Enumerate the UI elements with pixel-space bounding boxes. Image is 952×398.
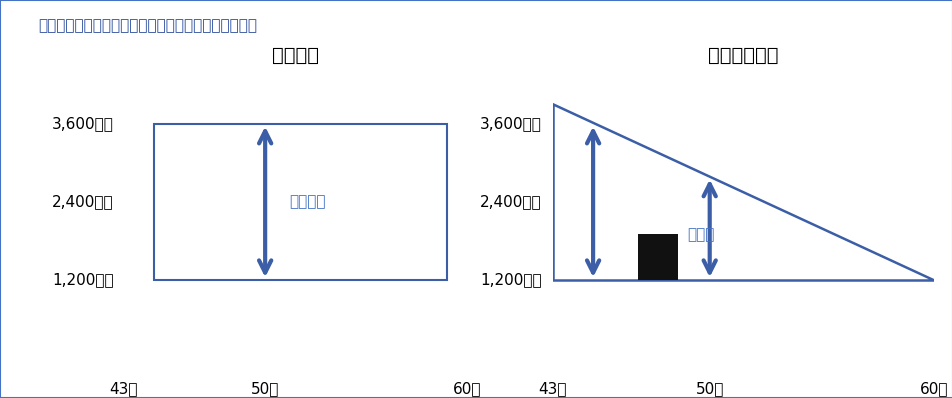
Text: 険金額: 険金額 [686,227,714,242]
Bar [637,234,678,280]
Title: 収入保障保険: 収入保障保険 [707,45,778,64]
Polygon shape [552,104,933,280]
Text: 50歳: 50歳 [695,381,724,396]
Text: ＜定期保険と収入保障保険の保険金額のイメージ図＞: ＜定期保険と収入保障保険の保険金額のイメージ図＞ [38,18,257,33]
Text: 2,400万円: 2,400万円 [480,194,541,209]
Text: 保険金額: 保険金額 [289,194,326,209]
Text: 43歳: 43歳 [538,381,566,396]
Text: 3,600万円: 3,600万円 [479,116,541,131]
Text: 1,200万円: 1,200万円 [52,273,113,287]
Text: 50歳: 50歳 [250,381,279,396]
Text: 2,400万円: 2,400万円 [52,194,113,209]
Text: 43歳: 43歳 [109,381,138,396]
Text: 60歳: 60歳 [452,381,481,396]
Text: 3,600万円: 3,600万円 [51,116,113,131]
Text: 60歳: 60歳 [919,381,947,396]
Text: 1,200万円: 1,200万円 [480,273,541,287]
Title: 定期保険: 定期保険 [271,45,319,64]
Bar [154,124,446,280]
